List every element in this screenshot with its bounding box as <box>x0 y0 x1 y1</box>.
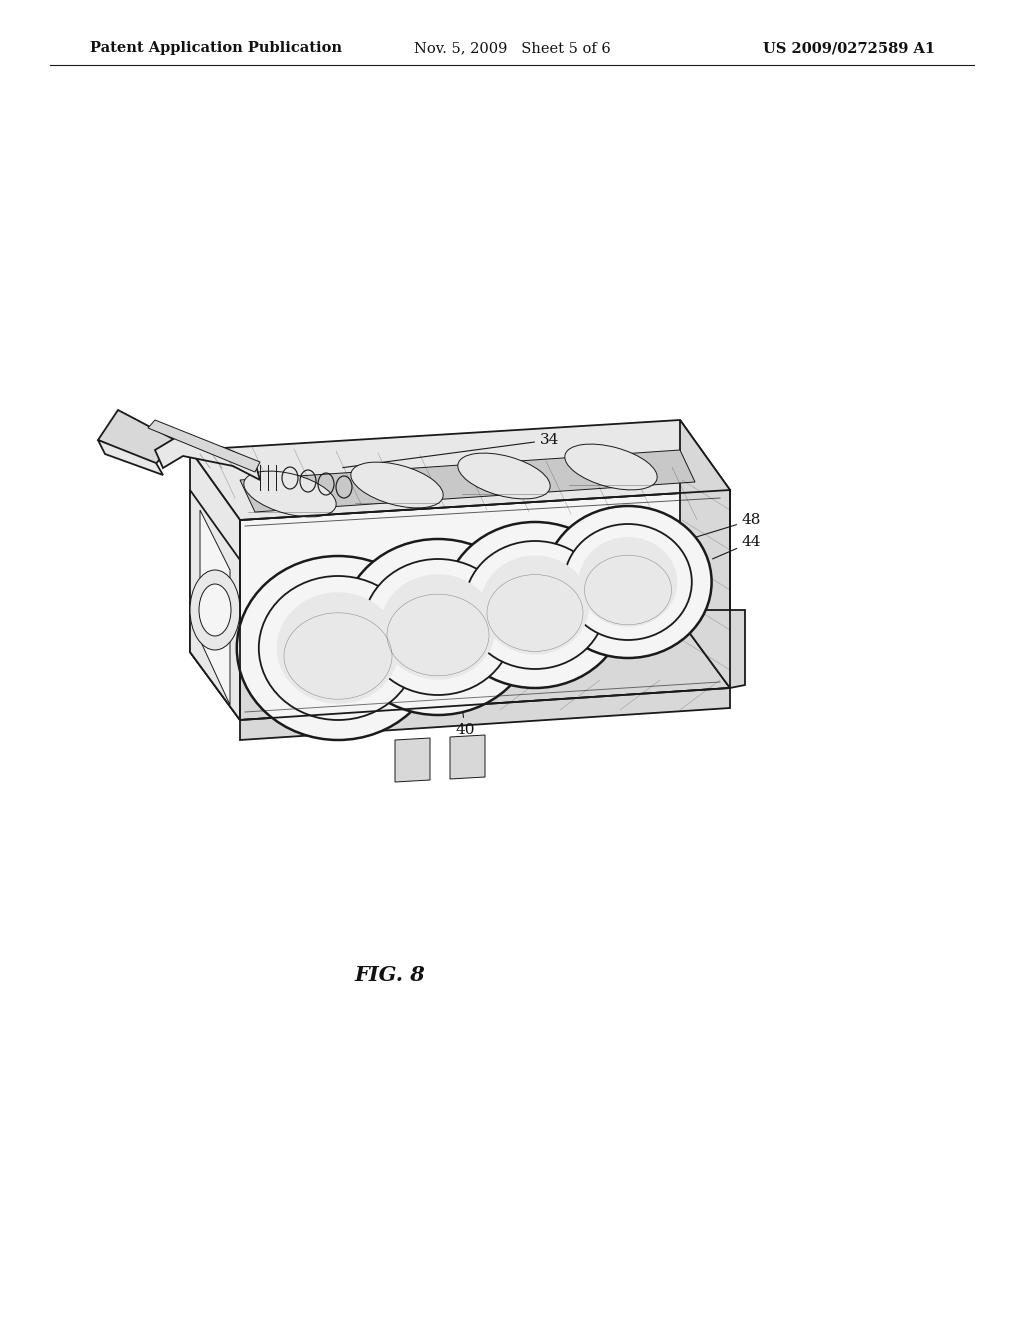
Polygon shape <box>98 411 175 465</box>
Polygon shape <box>680 610 745 688</box>
Ellipse shape <box>380 574 496 680</box>
Ellipse shape <box>545 506 712 657</box>
Ellipse shape <box>341 539 535 715</box>
Polygon shape <box>98 440 163 475</box>
Polygon shape <box>190 620 730 719</box>
Ellipse shape <box>480 556 590 655</box>
Polygon shape <box>240 688 730 741</box>
Ellipse shape <box>443 521 627 688</box>
Polygon shape <box>155 438 260 480</box>
Text: Patent Application Publication: Patent Application Publication <box>90 41 342 55</box>
Ellipse shape <box>351 462 443 508</box>
Polygon shape <box>240 450 695 512</box>
Ellipse shape <box>259 576 417 719</box>
Polygon shape <box>190 490 240 719</box>
Ellipse shape <box>458 453 550 499</box>
Ellipse shape <box>276 593 399 704</box>
Ellipse shape <box>565 444 657 490</box>
Ellipse shape <box>364 558 513 696</box>
Polygon shape <box>190 420 730 520</box>
Ellipse shape <box>237 556 439 741</box>
Text: US 2009/0272589 A1: US 2009/0272589 A1 <box>763 41 935 55</box>
Polygon shape <box>240 490 730 719</box>
Polygon shape <box>450 735 485 779</box>
Text: Nov. 5, 2009   Sheet 5 of 6: Nov. 5, 2009 Sheet 5 of 6 <box>414 41 610 55</box>
Polygon shape <box>200 510 230 705</box>
Ellipse shape <box>579 537 677 627</box>
Ellipse shape <box>244 471 336 517</box>
Ellipse shape <box>190 570 240 649</box>
Polygon shape <box>395 738 430 781</box>
Polygon shape <box>680 420 730 688</box>
Text: FIG. 8: FIG. 8 <box>354 965 425 985</box>
Text: 40: 40 <box>456 690 475 737</box>
Ellipse shape <box>199 583 231 636</box>
Ellipse shape <box>564 524 692 640</box>
Text: 34: 34 <box>343 433 559 467</box>
Text: 44: 44 <box>713 535 762 558</box>
Polygon shape <box>148 420 260 473</box>
Text: 48: 48 <box>683 513 762 541</box>
Polygon shape <box>190 450 240 719</box>
Ellipse shape <box>465 541 605 669</box>
